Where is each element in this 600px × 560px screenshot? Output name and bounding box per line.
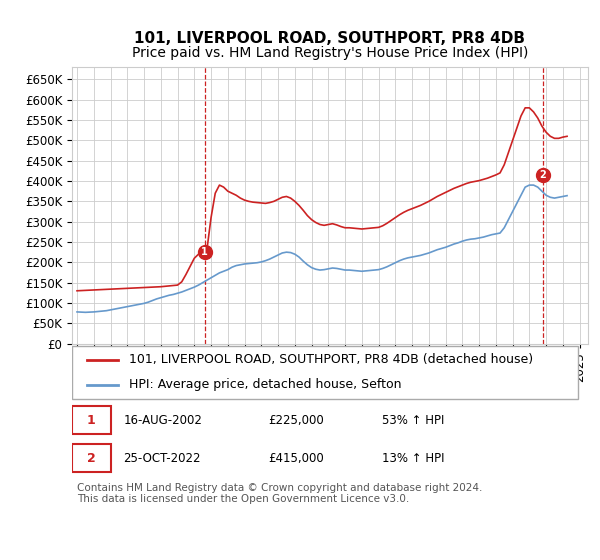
Text: 1: 1 [87,414,95,427]
Text: £225,000: £225,000 [268,414,324,427]
Text: 25-OCT-2022: 25-OCT-2022 [124,452,201,465]
Text: 2: 2 [539,170,547,180]
FancyBboxPatch shape [72,346,578,399]
Text: 2: 2 [87,452,95,465]
Text: Contains HM Land Registry data © Crown copyright and database right 2024.
This d: Contains HM Land Registry data © Crown c… [77,483,482,505]
FancyBboxPatch shape [72,444,110,473]
Text: 16-AUG-2002: 16-AUG-2002 [124,414,202,427]
FancyBboxPatch shape [72,406,110,435]
Text: 13% ↑ HPI: 13% ↑ HPI [382,452,444,465]
Text: 101, LIVERPOOL ROAD, SOUTHPORT, PR8 4DB (detached house): 101, LIVERPOOL ROAD, SOUTHPORT, PR8 4DB … [129,353,533,366]
Text: 101, LIVERPOOL ROAD, SOUTHPORT, PR8 4DB: 101, LIVERPOOL ROAD, SOUTHPORT, PR8 4DB [134,31,526,46]
Text: Price paid vs. HM Land Registry's House Price Index (HPI): Price paid vs. HM Land Registry's House … [132,46,528,60]
Text: 53% ↑ HPI: 53% ↑ HPI [382,414,444,427]
Text: HPI: Average price, detached house, Sefton: HPI: Average price, detached house, Seft… [129,379,401,391]
Text: 1: 1 [202,247,208,257]
Text: £415,000: £415,000 [268,452,324,465]
